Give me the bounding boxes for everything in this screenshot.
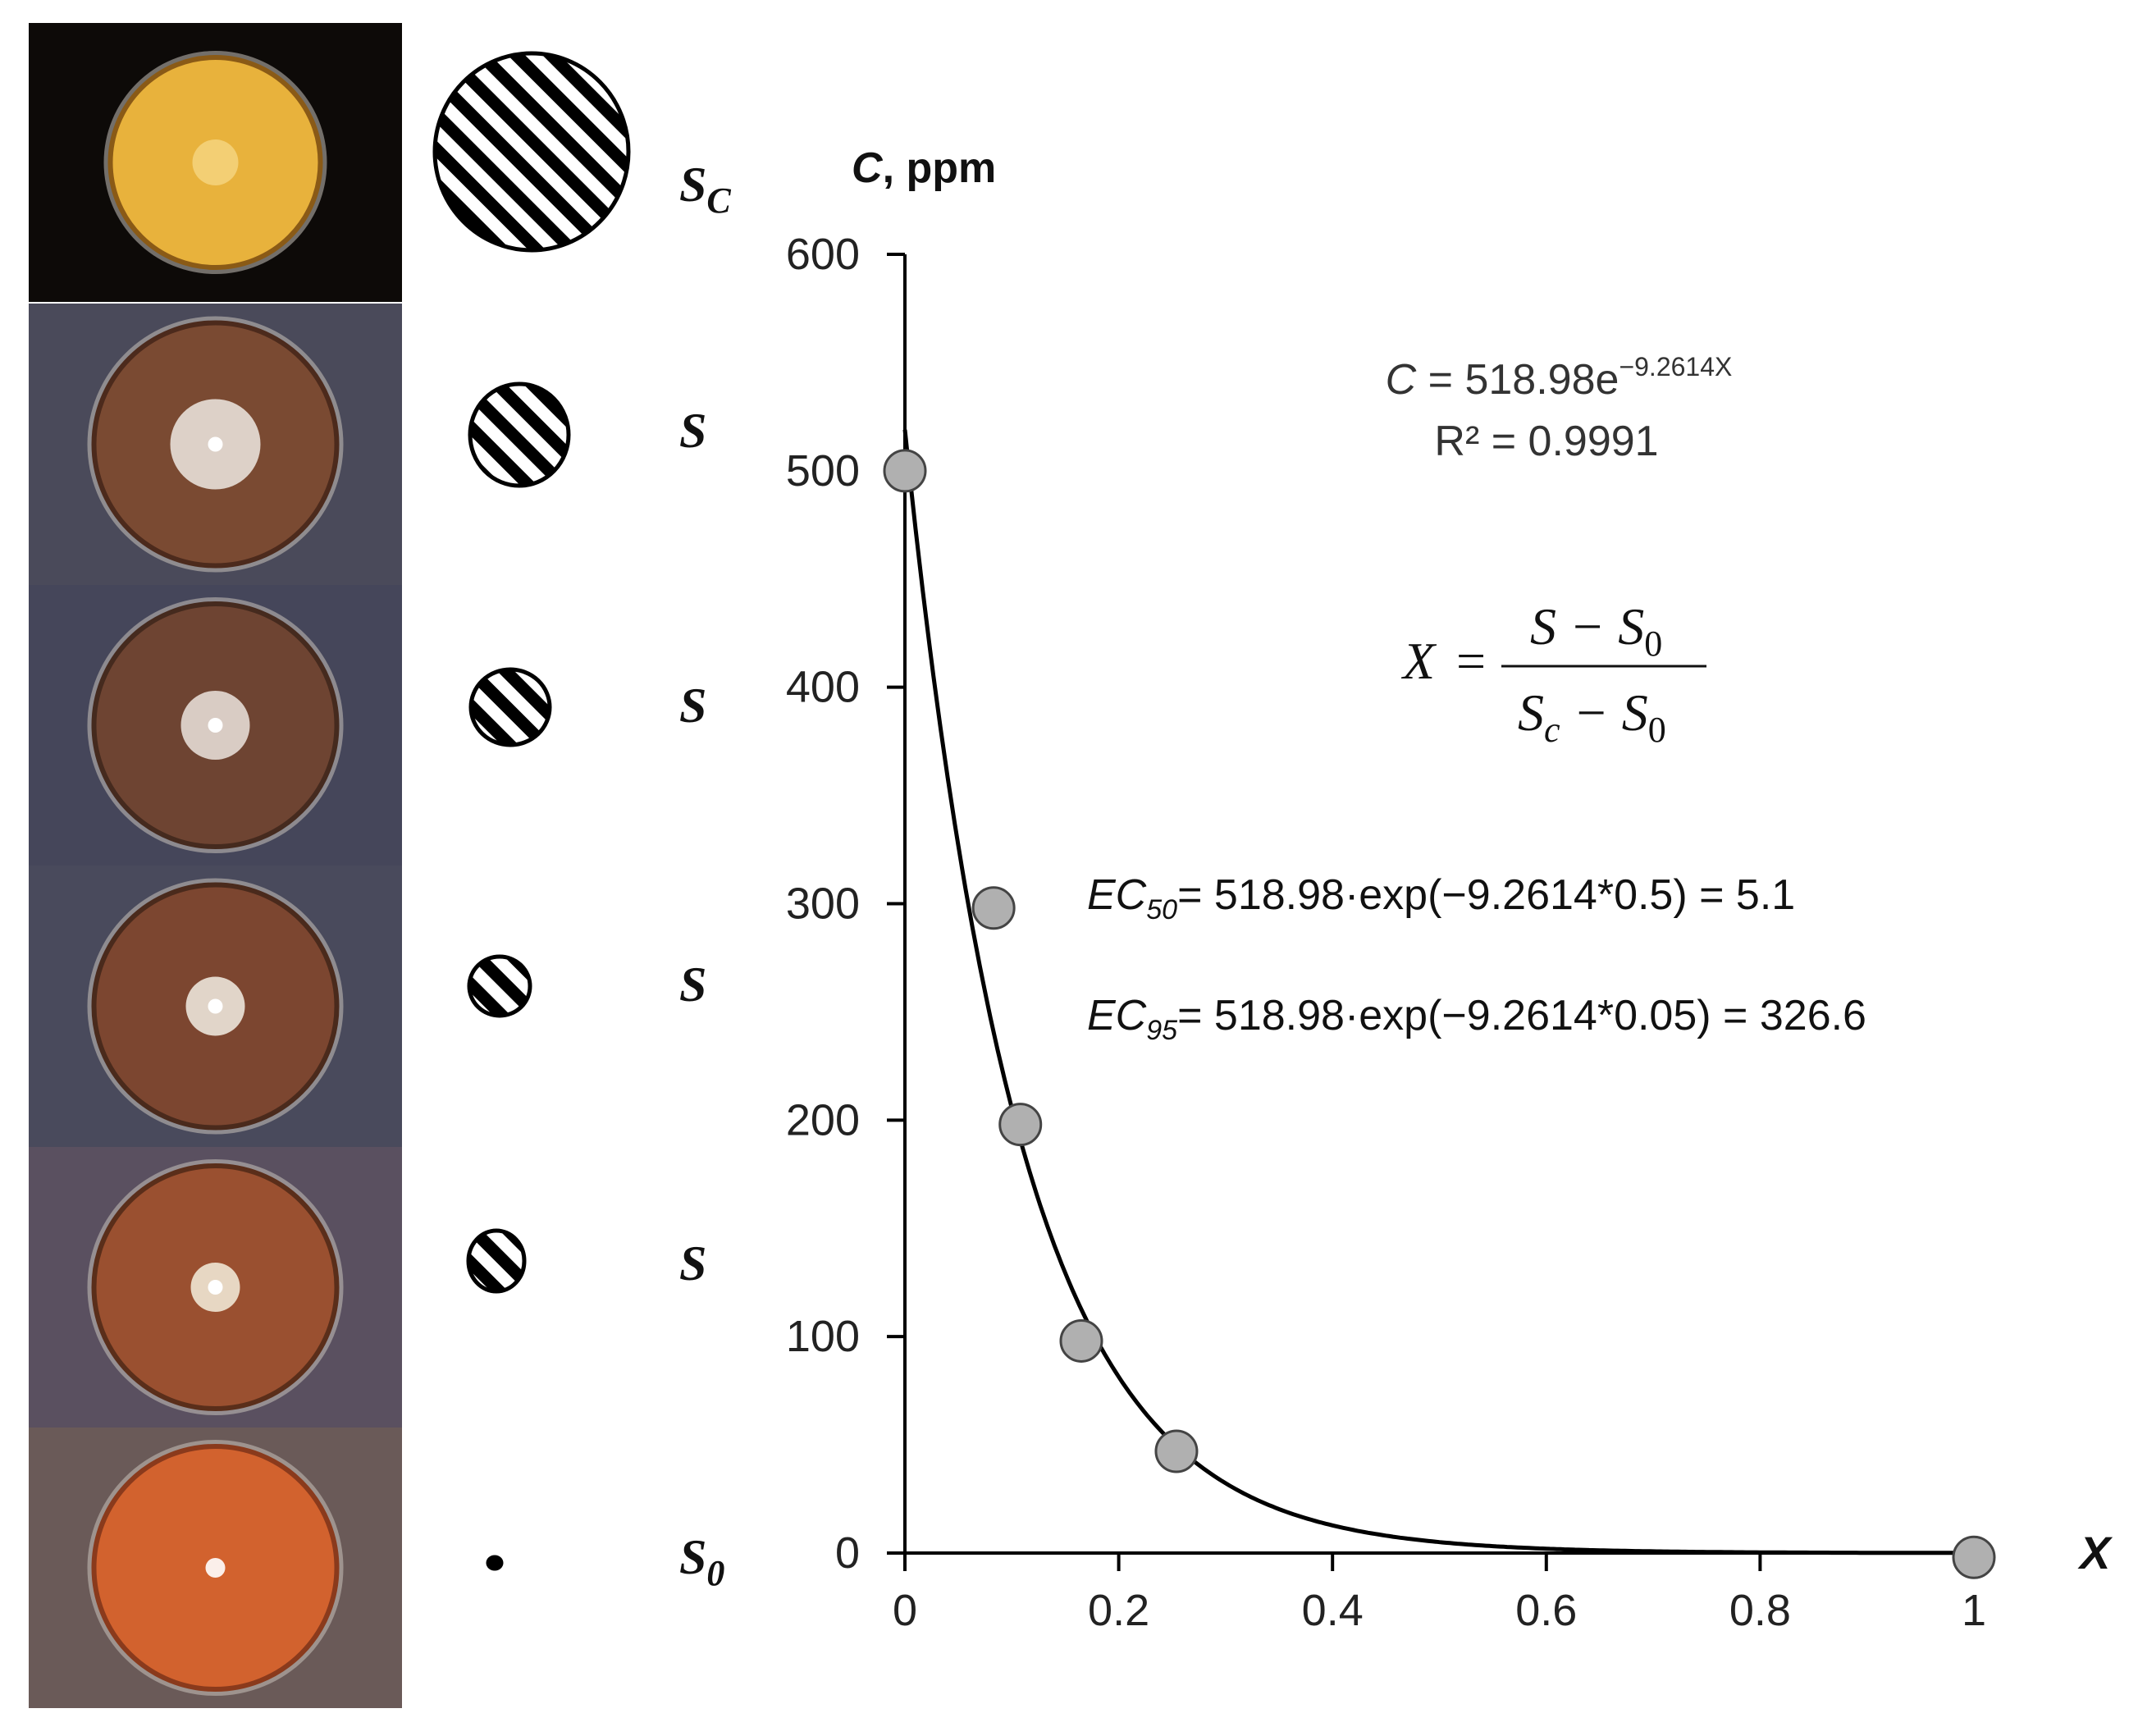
x-tick-label: 0 xyxy=(893,1586,917,1635)
fit-curve xyxy=(902,429,1974,1556)
area-labels: SC S S S S S0 xyxy=(679,158,731,1593)
y-tick-label: 0 xyxy=(835,1528,860,1578)
area-label: SC xyxy=(679,158,731,221)
fungal-colony xyxy=(205,1558,226,1578)
area-label: S xyxy=(679,678,706,733)
inoculum-plug xyxy=(208,718,223,733)
fungal-colony xyxy=(192,139,239,185)
area-label: S xyxy=(679,404,706,458)
x-ticks: 0 0.2 0.4 0.6 0.8 1 xyxy=(893,1553,1986,1635)
area-label: S xyxy=(679,1236,706,1291)
data-point xyxy=(1059,1318,1103,1363)
inoculum-plug xyxy=(208,1280,223,1295)
colony-area-sketch xyxy=(486,1555,504,1571)
ec95-annotation: EC95= 518.98·exp(−9.2614*0.05) = 326.6 xyxy=(1087,992,1866,1046)
x-axis-label: X xyxy=(2077,1527,2113,1578)
y-tick-label: 100 xyxy=(786,1312,860,1361)
petri-dish-photos xyxy=(29,23,402,1708)
inoculum-plug xyxy=(208,436,223,452)
data-point xyxy=(971,886,1016,930)
colony-area-sketch xyxy=(468,667,552,747)
colony-area-sketch xyxy=(432,51,631,253)
ec50-annotation: EC50= 518.98·exp(−9.2614*0.5) = 5.1 xyxy=(1087,871,1795,925)
data-point xyxy=(1154,1429,1199,1473)
colony-sketches xyxy=(432,51,631,1571)
y-tick-label: 300 xyxy=(786,879,860,929)
data-points xyxy=(883,449,1996,1579)
y-tick-label: 500 xyxy=(786,446,860,496)
colony-area-sketch xyxy=(468,381,571,488)
data-point xyxy=(1952,1535,1996,1579)
x-definition-formula: X = S − S0 Sc − S0 xyxy=(1400,597,1706,750)
x-tick-label: 0.2 xyxy=(1088,1586,1149,1635)
petri-dish-photo xyxy=(29,1147,402,1428)
fit-equation: C = 518.98e−9.2614X xyxy=(1386,352,1733,404)
y-tick-label: 600 xyxy=(786,230,860,279)
x-tick-label: 0.6 xyxy=(1515,1586,1577,1635)
formula-equals: = xyxy=(1456,632,1486,690)
formula-denominator: Sc − S0 xyxy=(1518,683,1666,750)
inoculum-plug xyxy=(208,998,223,1014)
y-tick-label: 200 xyxy=(786,1095,860,1144)
data-point xyxy=(883,449,927,493)
data-point xyxy=(998,1103,1043,1147)
petri-dish-photo xyxy=(29,585,402,866)
y-ticks: 0 100 200 300 400 500 600 xyxy=(786,230,905,1578)
x-tick-label: 0.4 xyxy=(1302,1586,1364,1635)
y-tick-label: 400 xyxy=(786,663,860,712)
petri-dish-photo xyxy=(29,304,402,585)
formula-x: X xyxy=(1400,632,1437,690)
area-label: S0 xyxy=(679,1530,724,1593)
x-tick-label: 0.8 xyxy=(1729,1586,1791,1635)
formula-numerator: S − S0 xyxy=(1530,597,1662,664)
r-squared: R² = 0.9991 xyxy=(1434,418,1658,465)
x-tick-label: 1 xyxy=(1962,1586,1986,1635)
petri-dish-photo xyxy=(29,23,402,302)
petri-dish-photo xyxy=(29,1428,402,1708)
colony-area-sketch xyxy=(467,954,532,1018)
petri-dish-photo xyxy=(29,866,402,1147)
colony-area-sketch xyxy=(466,1228,527,1294)
area-label: S xyxy=(679,957,706,1012)
y-axis-label: C, ppm xyxy=(852,144,996,192)
